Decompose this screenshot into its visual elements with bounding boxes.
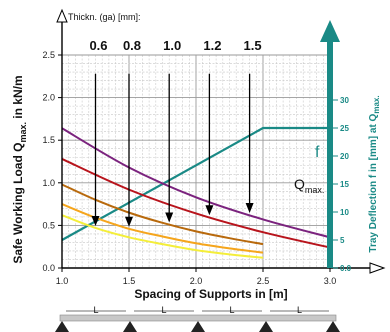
x-axis-arrow — [369, 262, 386, 274]
qmax-label: Qmax. — [294, 176, 324, 195]
y2-axis-arrow — [320, 20, 340, 42]
thickness-label-1-5: 1.5 — [244, 38, 262, 53]
y2-tick-label: 10 — [340, 208, 349, 217]
y-tick-label: 1.5 — [42, 135, 55, 145]
y2-tick-label: 30 — [340, 96, 349, 105]
arrow-head-0-6 — [91, 215, 100, 226]
y2-tick-label: 20 — [340, 152, 349, 161]
arrow-head-0-8 — [125, 216, 133, 227]
support-triangle — [191, 321, 205, 332]
axes — [56, 8, 386, 274]
thickness-arrows — [91, 73, 254, 227]
thickness-label-1-0: 1.0 — [163, 38, 181, 53]
y2-axis-title: Tray Deflection f in [mm] at Qmax. — [368, 95, 381, 252]
y2-tick-label: 15 — [340, 180, 349, 189]
thickness-label-0-8: 0.8 — [123, 38, 141, 53]
labels: 1.0 1.5 2.0 2.5 3.00.00.51.01.52.02.50.05101… — [11, 12, 381, 301]
y-axis-arrow — [56, 8, 68, 23]
x-tick-label: 1.0 — [56, 276, 69, 286]
span-label: L — [161, 305, 166, 315]
y-axis-title: Safe Working Load Qmax. in kN/m — [11, 75, 28, 263]
support-triangle — [326, 321, 340, 332]
thickness-label-1-2: 1.2 — [203, 38, 221, 53]
y-tick-label: 2.5 — [42, 50, 55, 60]
y2-tick-label: 0.0 — [340, 264, 352, 273]
arrow-head-1-0 — [165, 212, 174, 223]
support-triangle — [259, 321, 273, 332]
y-tick-label: 0.5 — [42, 220, 55, 230]
span-label: L — [229, 305, 234, 315]
y-tick-label: 0.0 — [42, 263, 55, 273]
x-tick-label: 1.5 — [123, 276, 136, 286]
grid — [61, 54, 331, 269]
y-tick-label: 2.0 — [42, 93, 55, 103]
span-label: L — [93, 305, 98, 315]
thickness-header: Thickn. (ga) [mm]: — [68, 12, 141, 22]
x-axis-title: Spacing of Supports in [m] — [134, 287, 287, 301]
y2-axis-bar — [327, 40, 333, 268]
arrow-head-1-2 — [205, 205, 214, 216]
x-tick-label: 3.0 — [324, 276, 337, 286]
x-tick-label: 2.5 — [257, 276, 270, 286]
span-label: L — [297, 305, 302, 315]
y-tick-label: 1.0 — [42, 178, 55, 188]
support-triangle — [123, 321, 137, 332]
support-triangle — [55, 321, 69, 332]
x-tick-label: 2.0 — [190, 276, 203, 286]
thickness-label-0-6: 0.6 — [89, 38, 107, 53]
f-label: f — [315, 144, 320, 161]
arrow-head-1-5 — [245, 203, 254, 214]
y2-tick-label: 5 — [340, 236, 345, 245]
beam — [59, 314, 337, 322]
y2-tick-label: 25 — [340, 124, 349, 133]
